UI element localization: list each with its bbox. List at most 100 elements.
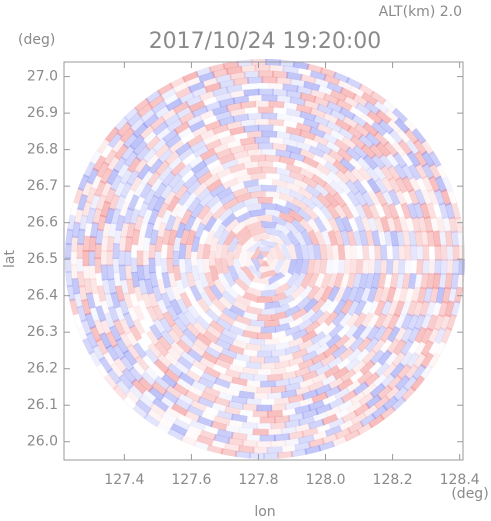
scan-cell [164, 150, 181, 166]
x-tick-label: 127.8 [238, 472, 278, 488]
scan-cell [341, 135, 358, 151]
scan-cell [167, 155, 184, 171]
scan-cell [327, 355, 344, 370]
scan-cell [65, 242, 72, 259]
scan-cell [165, 305, 180, 322]
scan-cell [179, 291, 193, 309]
scan-cell [150, 99, 168, 115]
scan-cell [268, 232, 286, 247]
scan-cell [304, 445, 322, 456]
scan-cell [235, 192, 252, 204]
scan-cell [94, 257, 102, 274]
scan-cell [160, 329, 176, 346]
scan-cell [420, 327, 434, 345]
scan-cell [229, 71, 246, 81]
scan-cell [261, 166, 278, 174]
scan-cell [379, 215, 391, 233]
scan-cell [209, 236, 220, 253]
scan-cell [235, 173, 252, 184]
scan-cell [394, 176, 408, 194]
scan-cell [265, 154, 281, 163]
scan-cell [251, 232, 270, 242]
scan-cell [231, 395, 248, 405]
scan-cell [186, 134, 204, 148]
scan-cell [149, 402, 167, 418]
scan-cell [297, 415, 315, 426]
scan-cell [429, 216, 440, 234]
scan-cell [361, 202, 374, 220]
scan-cell [177, 392, 195, 407]
scan-cell [209, 439, 227, 450]
scan-cell [365, 272, 375, 290]
scan-cell [118, 235, 127, 252]
scan-cell [366, 286, 378, 303]
scan-cell [105, 331, 119, 349]
scan-cell [326, 203, 341, 220]
scan-cell [260, 399, 276, 406]
scan-cell [92, 207, 103, 225]
scan-cell [316, 84, 334, 97]
scan-cell [138, 393, 155, 409]
scan-cell [283, 283, 300, 298]
scan-cell [133, 214, 145, 232]
scan-cell [257, 106, 274, 114]
scan-cell [122, 292, 134, 310]
scan-cell [238, 372, 255, 381]
scan-cell [278, 155, 296, 166]
scan-cell [324, 310, 339, 327]
scan-cell [222, 197, 239, 211]
scan-cell [345, 146, 362, 162]
scan-cell [341, 216, 353, 233]
scan-cell [343, 244, 352, 260]
scan-cell [327, 229, 339, 246]
scan-cell [127, 383, 144, 400]
scan-cell [227, 400, 245, 410]
scan-cell [376, 384, 393, 401]
scan-cell [239, 136, 256, 146]
scan-cell [232, 95, 250, 105]
scan-cell [350, 166, 366, 183]
scan-cell [156, 298, 169, 316]
scan-cell [433, 188, 446, 206]
scan-cell [232, 242, 243, 259]
scan-cell [333, 203, 348, 220]
scan-cell [84, 312, 97, 330]
scan-cell [204, 100, 222, 112]
scan-cell [307, 380, 325, 393]
scan-cell [241, 403, 259, 412]
scan-cell [186, 179, 202, 195]
scan-cell [144, 135, 161, 151]
scan-cell [232, 149, 249, 160]
scan-cell [356, 155, 372, 172]
scan-cell [368, 244, 376, 261]
scan-cell [124, 236, 133, 253]
scan-cell [72, 187, 84, 205]
scan-cell [392, 339, 407, 356]
scan-cell [257, 197, 274, 204]
scan-cell [184, 258, 193, 274]
scan-cell [345, 76, 363, 90]
scan-cell [302, 155, 320, 169]
scan-cell [260, 260, 270, 267]
scan-cell [329, 108, 347, 122]
scan-cell [274, 396, 291, 406]
scan-cell [413, 150, 428, 168]
scan-cell [213, 396, 231, 408]
scan-cell [156, 201, 170, 219]
scan-cell [371, 404, 388, 420]
scan-cell [309, 88, 327, 100]
scan-cell [192, 144, 210, 159]
scan-cell [134, 355, 150, 372]
x-tick-label: 127.4 [104, 472, 144, 488]
scan-cell [192, 181, 209, 197]
scan-cell [189, 419, 207, 432]
scan-cell [205, 325, 222, 340]
scan-cell [436, 215, 446, 233]
scan-cell [313, 182, 330, 198]
scan-cell [426, 202, 437, 220]
scan-cell [217, 295, 234, 311]
scan-cell [408, 272, 417, 290]
scan-cell [297, 434, 315, 445]
scan-cell [413, 202, 425, 220]
scan-cell [360, 143, 377, 160]
